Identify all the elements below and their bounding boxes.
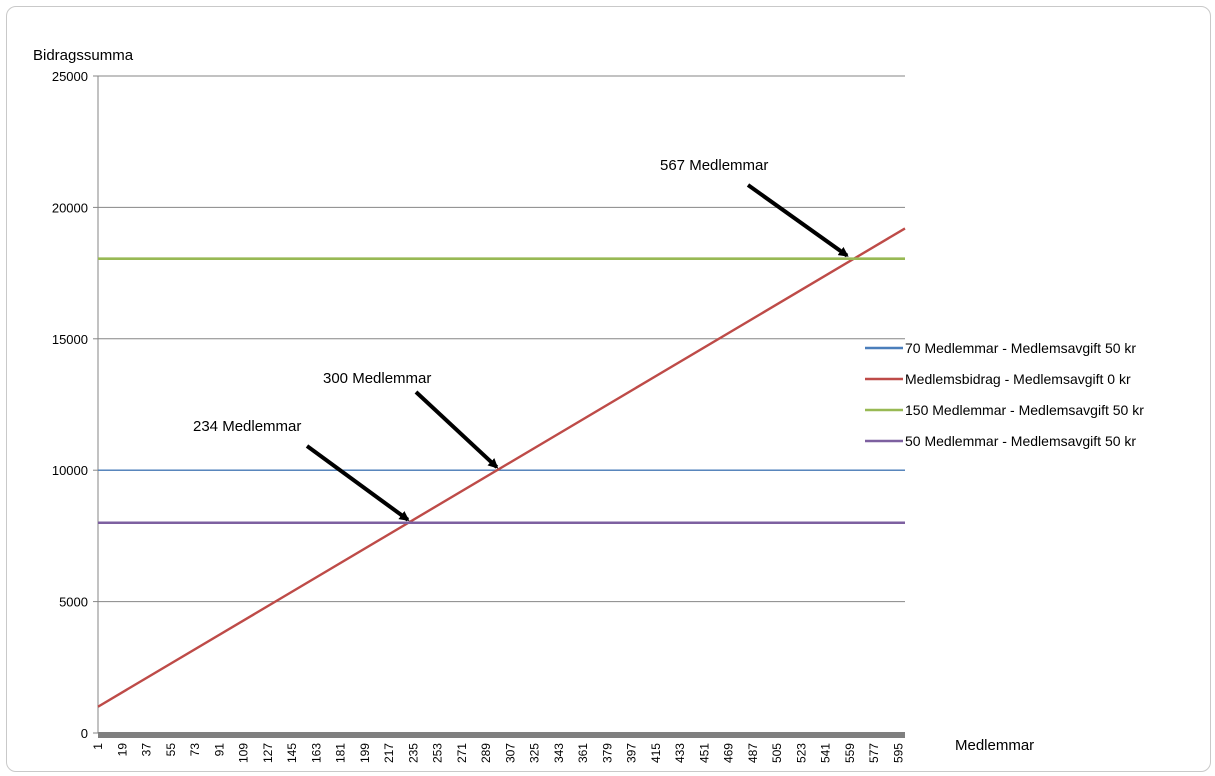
legend: 70 Medlemmar - Medlemsavgift 50 kr Medlem…	[865, 340, 1144, 449]
annotation-label: 234 Medlemmar	[193, 418, 301, 435]
x-tick-label: 199	[358, 743, 372, 763]
x-tick-label: 181	[334, 743, 348, 763]
y-tick-label: 25000	[52, 69, 88, 84]
legend-label: 70 Medlemmar - Medlemsavgift 50 kr	[905, 340, 1136, 356]
annotations: 567 Medlemmar 300 Medlemmar 234 Medlemmar	[193, 157, 849, 522]
y-tick-label: 20000	[52, 200, 88, 215]
series-line	[97, 227, 906, 708]
x-tick-label: 397	[625, 743, 639, 763]
x-tick-label: 541	[819, 743, 833, 763]
y-axis-title: Bidragssumma	[33, 47, 134, 64]
x-tick-label: 109	[237, 743, 251, 763]
y-tick-label: 15000	[52, 332, 88, 347]
x-tick-labels: 1 19 37 55 73 91 109 127 145 163 181 199 217 235 253 27…	[91, 743, 905, 763]
x-tick-label: 253	[431, 743, 445, 763]
x-tick-label: 523	[794, 743, 808, 763]
y-tick-label: 5000	[59, 595, 88, 610]
legend-label: Medlemsbidrag - Medlemsavgift 0 kr	[905, 371, 1131, 387]
x-axis-title: Medlemmar	[955, 737, 1034, 754]
annotation-arrow	[746, 183, 849, 258]
x-tick-label: 91	[212, 743, 226, 757]
annotation-label: 567 Medlemmar	[660, 157, 768, 174]
x-tick-label: 127	[261, 743, 275, 763]
x-tick-label: 577	[867, 743, 881, 763]
x-tick-label: 271	[455, 743, 469, 763]
x-tick-label: 235	[406, 743, 420, 763]
legend-label: 150 Medlemmar - Medlemsavgift 50 kr	[905, 402, 1144, 418]
x-tick-label: 433	[673, 743, 687, 763]
x-tick-label: 343	[552, 743, 566, 763]
x-tick-label: 559	[843, 743, 857, 763]
x-tick-label: 55	[164, 743, 178, 757]
series-lines	[97, 227, 906, 708]
axes	[93, 75, 905, 738]
y-tick-labels: 0 5000 10000 15000 20000 25000	[52, 69, 88, 741]
x-tick-label: 415	[649, 743, 663, 763]
x-tick-label: 469	[722, 743, 736, 763]
x-tick-label: 289	[479, 743, 493, 763]
annotation-arrow	[305, 444, 410, 522]
x-tick-label: 217	[382, 743, 396, 763]
x-tick-label: 361	[576, 743, 590, 763]
x-tick-label: 487	[746, 743, 760, 763]
x-tick-label: 451	[697, 743, 711, 763]
x-tick-label: 595	[891, 743, 905, 763]
x-tick-label: 505	[770, 743, 784, 763]
x-tick-label: 1	[91, 743, 105, 750]
annotation-arrow	[414, 390, 499, 469]
x-tick-label: 37	[140, 743, 154, 757]
x-tick-label: 145	[285, 743, 299, 763]
x-tick-label: 73	[188, 743, 202, 757]
x-tick-label: 163	[309, 743, 323, 763]
x-tick-label: 379	[600, 743, 614, 763]
x-tick-label: 325	[528, 743, 542, 763]
annotation-label: 300 Medlemmar	[323, 370, 431, 387]
x-tick-label: 307	[503, 743, 517, 763]
x-axis-band	[98, 732, 905, 738]
chart-frame	[6, 6, 1211, 772]
y-tick-label: 0	[81, 726, 88, 741]
legend-label: 50 Medlemmar - Medlemsavgift 50 kr	[905, 433, 1136, 449]
y-tick-label: 10000	[52, 463, 88, 478]
x-tick-label: 19	[115, 743, 129, 757]
